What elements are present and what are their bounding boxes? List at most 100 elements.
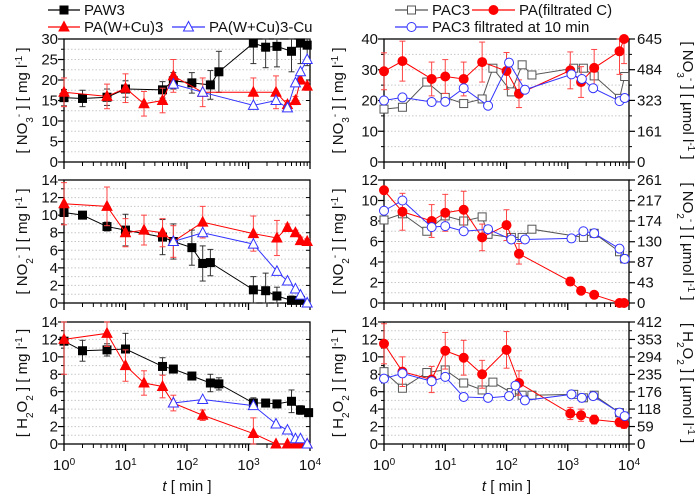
label-segment: ] <box>14 47 31 55</box>
right-y-axis-label: [ H2O2 ] [ µmol l-1 ] <box>675 323 697 443</box>
label-segment: -1 <box>330 196 341 205</box>
y-tick-label: 8 <box>50 366 58 383</box>
triangle-marker <box>301 52 314 64</box>
circle-marker <box>458 83 469 94</box>
x-tick-base: 10 <box>495 457 512 474</box>
legend-item: PAW3 <box>48 2 125 19</box>
y-tick-label: 12 <box>41 190 58 207</box>
series-line <box>383 343 625 425</box>
legend-label: PA(filtrated C) <box>519 2 612 19</box>
square-marker <box>272 399 282 409</box>
square-marker <box>102 345 112 355</box>
legend-label: PA(W+Cu)3 <box>84 19 163 36</box>
y-tick-label: 2 <box>50 277 58 294</box>
legend-item: PAC3 <box>395 2 470 19</box>
triangle-marker <box>247 426 260 439</box>
right-y-tick-label: 130 <box>637 234 662 251</box>
y-tick-label: 25 <box>41 52 58 69</box>
circle-marker <box>589 62 600 73</box>
label-segment: ] [ mg l <box>14 346 31 395</box>
circle-marker <box>504 391 515 402</box>
square-marker <box>397 102 407 112</box>
circle-marker <box>426 222 437 233</box>
x-tick-base: 10 <box>176 457 193 474</box>
y-tick-label: 20 <box>361 93 378 110</box>
x-tick-base: 10 <box>299 457 316 474</box>
right-y-tick-label: 235 <box>637 366 662 383</box>
y-tick-label: 4 <box>370 254 378 271</box>
y-axis-label: [ NO3- ] [ mg l-1 ] <box>14 47 36 153</box>
circle-marker <box>406 22 417 32</box>
circle-marker <box>589 414 600 425</box>
x-tick-exponent: 2 <box>193 457 199 468</box>
triangle-marker <box>301 296 314 308</box>
x-axis-label-unit: [ min ] <box>167 478 212 495</box>
y-tick-label: 4 <box>370 401 378 418</box>
triangle-marker <box>58 197 70 209</box>
circle-marker <box>379 338 389 349</box>
right-y-tick-label: 484 <box>637 62 662 79</box>
y-tick-label: 10 <box>41 207 58 224</box>
circle-marker <box>619 34 630 44</box>
circle-marker <box>510 380 521 391</box>
circle-marker <box>576 285 587 296</box>
right-y-tick-label: 87 <box>637 254 654 271</box>
x-tick-base: 10 <box>373 457 390 474</box>
circle-marker <box>514 248 525 259</box>
legend-item: PAC3 filtrated at 10 min <box>395 19 589 36</box>
square-marker <box>527 70 537 80</box>
right-y-tick-label: 176 <box>637 384 662 401</box>
x-tick-label: 100 <box>373 457 396 475</box>
x-tick-exponent: 3 <box>254 457 260 468</box>
series-pac3-filtrated-at-10-min <box>379 57 630 111</box>
label-segment: ] [ mg l <box>14 65 31 114</box>
circle-marker <box>379 373 389 384</box>
square-marker <box>272 41 282 51</box>
y-tick-label: 20 <box>41 72 58 89</box>
y-tick-label: 10 <box>41 113 58 130</box>
right-y-tick-label: 0 <box>637 154 645 171</box>
y-tick-label: 8 <box>370 213 378 230</box>
label-segment: -1 <box>330 55 341 64</box>
circle-marker <box>426 376 437 387</box>
label-segment: -1 <box>330 337 341 346</box>
label-segment: ] [ µmol l <box>679 365 696 426</box>
circle-marker <box>477 232 488 243</box>
x-tick-exponent: 0 <box>70 457 76 468</box>
label-segment: [ NO <box>679 41 696 72</box>
circle-marker <box>566 389 577 400</box>
label-segment: O <box>679 348 696 360</box>
square-marker <box>620 72 630 82</box>
label-segment: ] <box>330 47 347 55</box>
x-tick-label: 100 <box>53 457 76 475</box>
circle-marker <box>440 345 451 356</box>
triangle-marker <box>119 81 132 93</box>
y-tick-label: 30 <box>41 31 58 48</box>
circle-marker <box>426 73 437 84</box>
triangle-marker <box>294 288 307 300</box>
y-tick-label: 10 <box>361 349 378 366</box>
series-paw3 <box>59 332 314 418</box>
y-tick-label: 0 <box>50 295 58 312</box>
label-segment: [ H <box>330 418 347 437</box>
square-marker <box>527 224 537 234</box>
square-marker <box>286 295 296 305</box>
label-segment: 2 <box>341 412 352 418</box>
circle-marker <box>440 371 451 382</box>
triangle-marker <box>289 93 302 105</box>
circle-marker <box>614 46 625 57</box>
y-tick-label: 2 <box>370 275 378 292</box>
y-tick-label: 5 <box>50 134 58 151</box>
circle-marker <box>565 408 576 419</box>
x-axis-label-var: t <box>482 478 487 495</box>
label-segment: - <box>686 219 697 222</box>
series-pa-w-cu-3-cu <box>167 226 314 308</box>
series-pa-w-cu-3 <box>58 182 314 258</box>
triangle-marker <box>281 423 294 435</box>
y-tick-label: 2 <box>50 419 58 436</box>
circle-marker <box>504 57 515 68</box>
label-segment: ] <box>14 188 31 196</box>
